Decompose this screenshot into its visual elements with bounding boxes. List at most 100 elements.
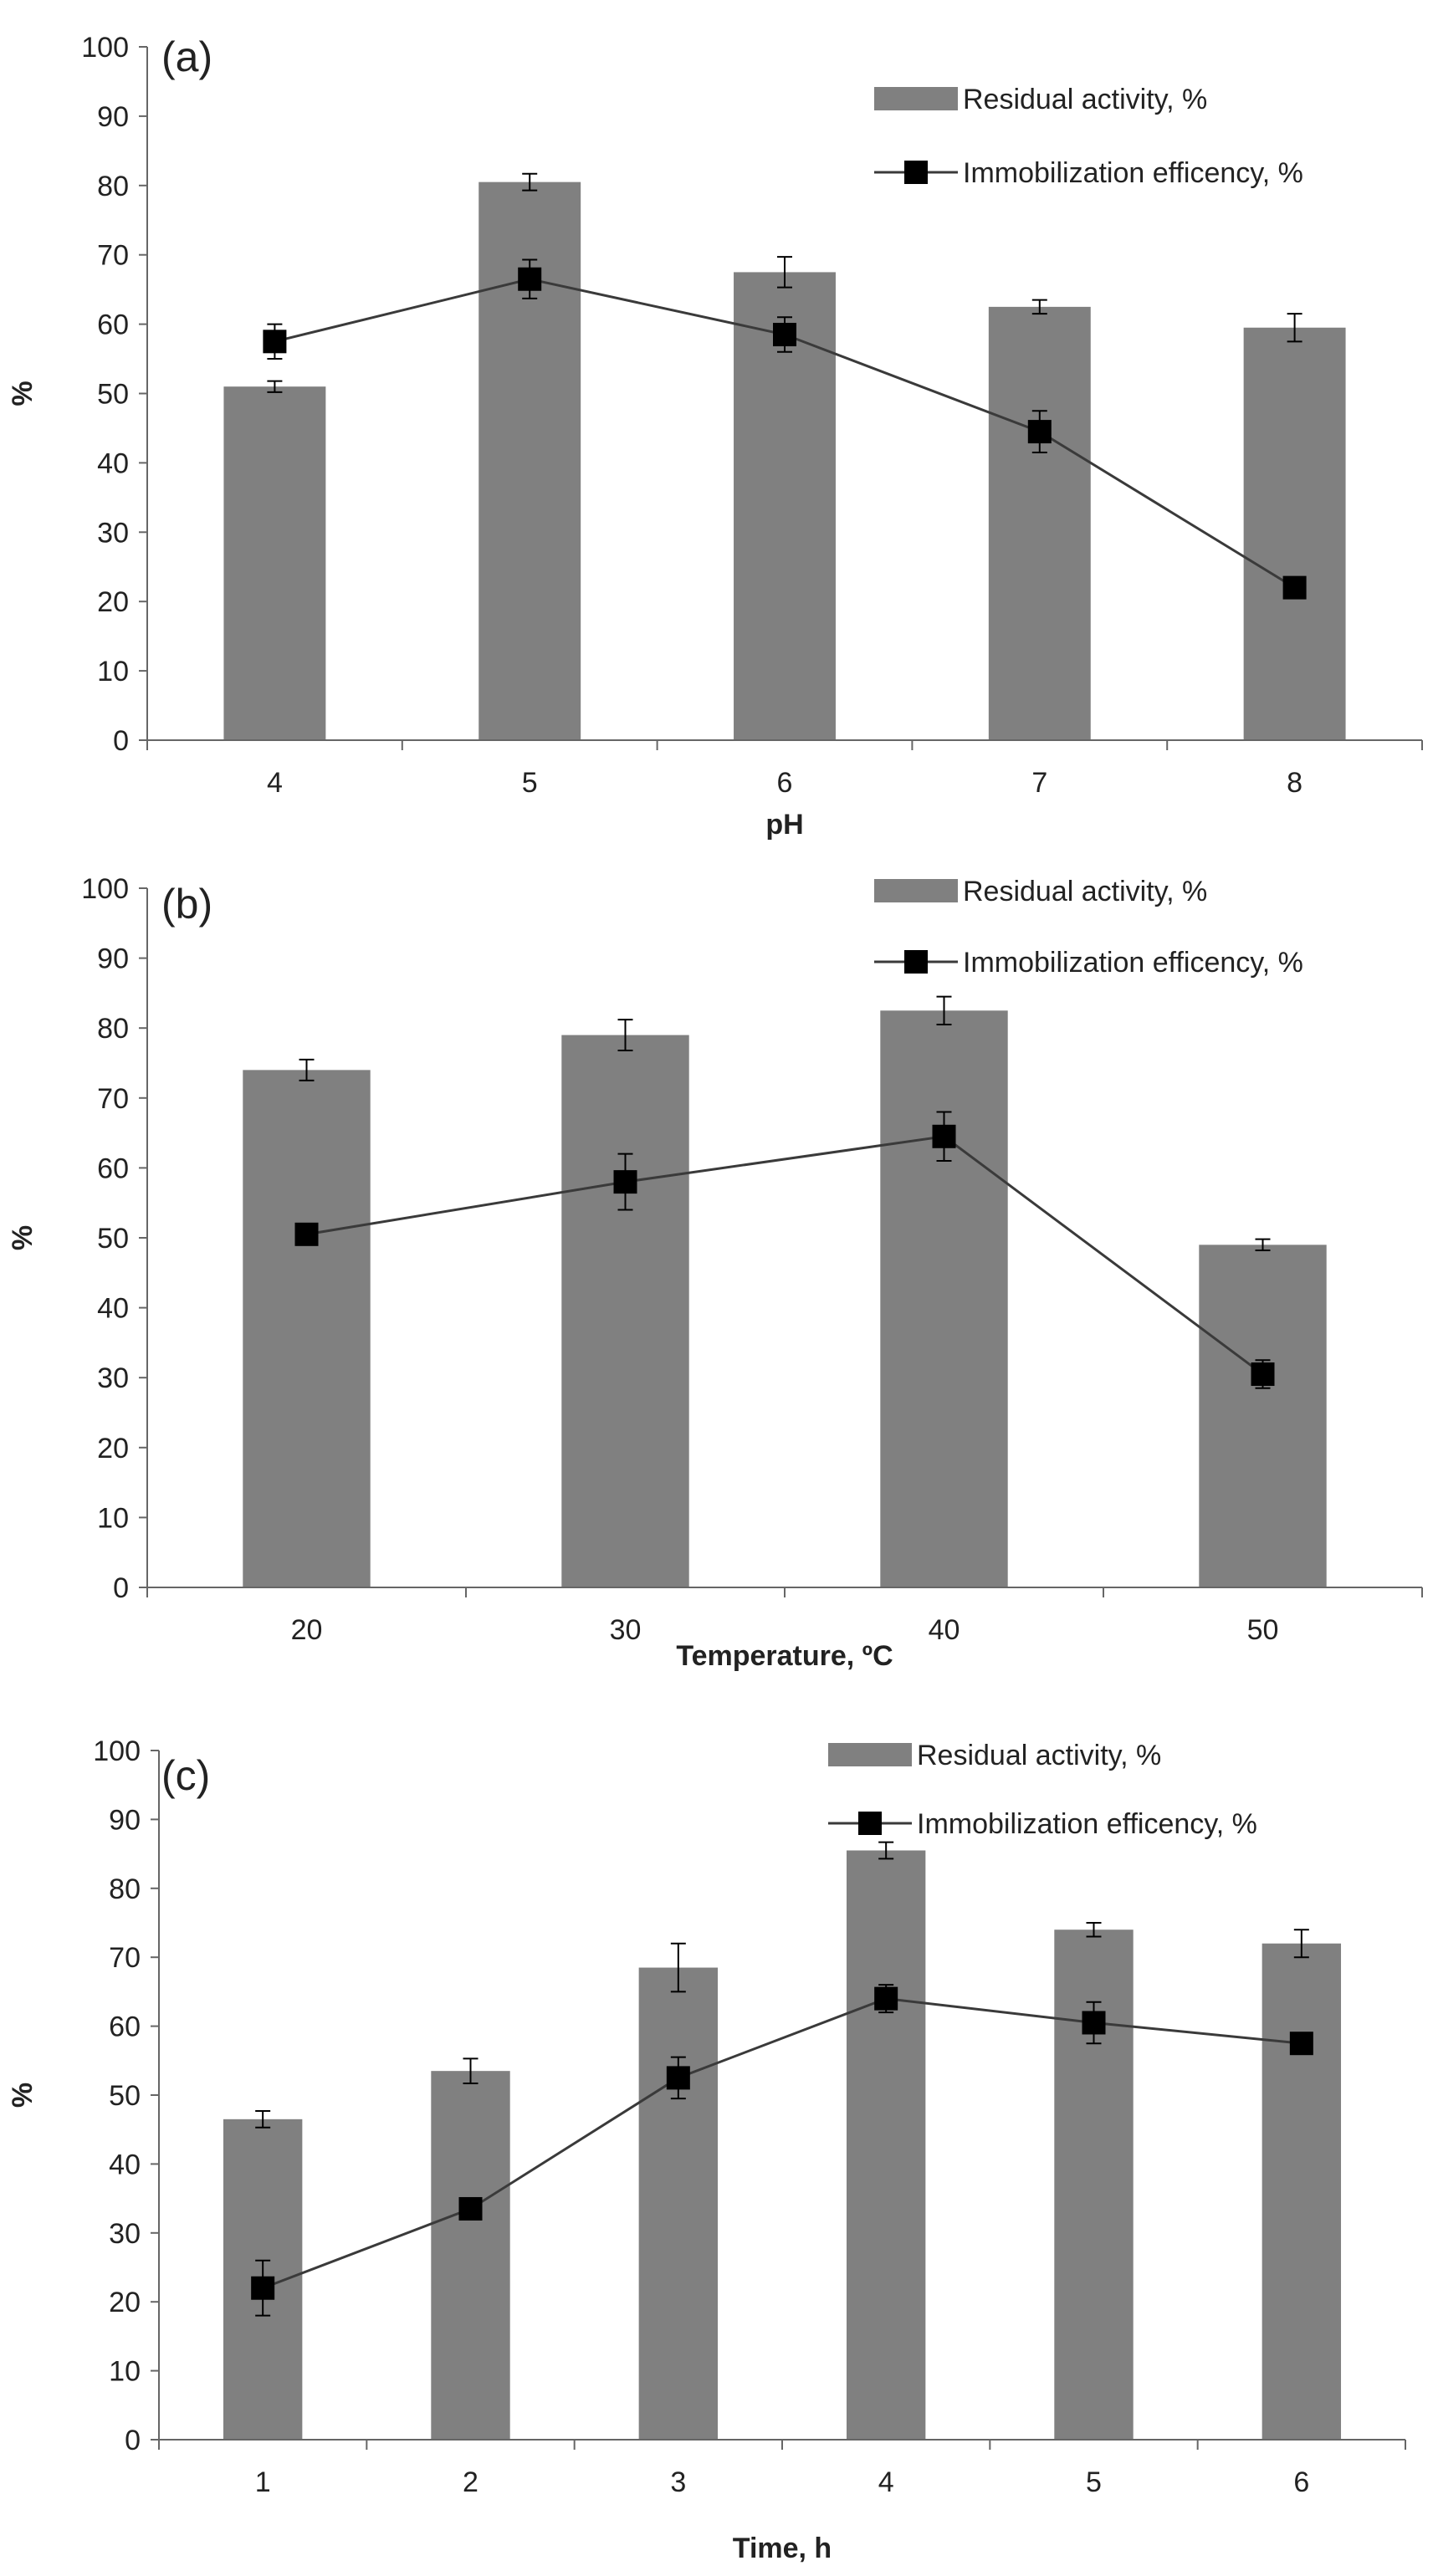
y-tick-label: 70 [97,1083,129,1115]
x-tick-label: 8 [1287,767,1302,799]
bar [1243,327,1346,740]
bar [1199,1245,1327,1587]
y-tick-label: 80 [97,171,129,202]
y-tick-label: 10 [109,2356,141,2388]
y-tick-label: 0 [125,2425,141,2456]
data-point-marker [1289,2032,1313,2056]
y-tick-label: 100 [93,1735,141,1767]
y-tick-label: 0 [113,725,129,757]
bar [243,1070,371,1587]
y-tick-label: 20 [97,586,129,618]
data-point-marker [666,2066,690,2090]
legend: Residual activity, % Immobilization effic… [874,84,1303,189]
y-tick-label: 60 [97,1153,129,1184]
legend-swatch-bar [874,879,958,902]
legend-swatch-bar [874,87,958,110]
legend-swatch-bar [828,1743,912,1766]
x-tick-label: 1 [255,2466,271,2498]
legend-label-residual-activity: Residual activity, % [963,84,1207,115]
legend-label-immobilization-efficiency: Immobilization efficency, % [963,157,1303,189]
data-point-marker [1082,2011,1106,2035]
y-tick-label: 0 [113,1572,129,1604]
bar [988,306,1091,740]
legend-swatch-marker [904,161,928,184]
x-tick-label: 20 [291,1614,323,1646]
y-tick-label: 80 [109,1873,141,1905]
bar [431,2071,510,2440]
y-tick-label: 70 [97,240,129,272]
panel-label: (b) [161,881,212,928]
data-point-marker [874,1986,898,2011]
chart-panel-1: 0 10 20 30 40 50 60 70 80 90 100% 4 5 6 7 8 pH (a) Residua… [7,32,1423,841]
y-tick-label: 40 [109,2149,141,2180]
chart-panel-3: 0 10 20 30 40 50 60 70 80 90 100% 1 2 3 4 5 6 Time, h (c) R… [7,1735,1406,2564]
x-tick-label: 6 [1293,2466,1309,2498]
x-axis-title: Time, h [733,2533,832,2564]
bar [880,1010,1008,1587]
y-tick-label: 40 [97,1293,129,1325]
chart-panel-2: 0 10 20 30 40 50 60 70 80 90 100% 20 30 40 50 Temperatu… [7,873,1423,1672]
y-tick-label: 90 [97,101,129,133]
y-tick-label: 90 [97,943,129,975]
x-tick-label: 5 [522,767,538,799]
bar [223,386,326,740]
y-tick-label: 90 [109,1804,141,1836]
legend: Residual activity, % Immobilization effic… [874,876,1303,979]
y-tick-label: 50 [97,1223,129,1255]
x-axis-title: Temperature, ºC [676,1640,893,1672]
data-point-marker [773,323,796,347]
series-line [262,1997,1302,2290]
y-axis-title: % [7,2083,38,2108]
x-tick-label: 50 [1247,1614,1279,1646]
legend-label-residual-activity: Residual activity, % [917,1740,1161,1771]
x-tick-label: 4 [267,767,283,799]
y-tick-label: 10 [97,656,129,687]
legend-swatch-marker [858,1812,882,1835]
y-tick-label: 70 [109,1942,141,1974]
x-tick-label: 2 [463,2466,479,2498]
y-tick-label: 30 [97,1362,129,1394]
data-point-marker [458,2196,483,2221]
x-tick-label: 6 [777,767,793,799]
legend-label-immobilization-efficiency: Immobilization efficency, % [917,1808,1257,1840]
y-tick-label: 30 [109,2218,141,2250]
panel-label: (a) [161,33,212,80]
bar [1262,1943,1342,2440]
y-tick-label: 60 [109,2011,141,2043]
x-tick-label: 30 [610,1614,642,1646]
y-tick-label: 80 [97,1013,129,1045]
y-axis-title: % [7,1225,38,1250]
data-point-marker [613,1170,637,1194]
legend-swatch-marker [904,950,928,974]
y-tick-label: 50 [97,379,129,411]
x-tick-label: 5 [1086,2466,1102,2498]
bar [638,1967,719,2440]
y-tick-label: 20 [97,1433,129,1464]
y-tick-label: 40 [97,447,129,479]
y-tick-label: 10 [97,1502,129,1534]
legend-label-immobilization-efficiency: Immobilization efficency, % [963,947,1303,979]
series-line [306,1135,1264,1376]
x-tick-label: 40 [929,1614,960,1646]
legend: Residual activity, % Immobilization effic… [828,1740,1257,1840]
bar [561,1035,689,1587]
y-tick-label: 60 [97,309,129,341]
data-point-marker [1027,420,1052,444]
bar [846,1850,926,2440]
x-tick-label: 4 [878,2466,894,2498]
data-point-marker [932,1124,956,1148]
y-tick-label: 50 [109,2080,141,2112]
legend-label-residual-activity: Residual activity, % [963,876,1207,907]
y-tick-label: 100 [81,873,129,905]
y-tick-label: 20 [109,2287,141,2318]
x-tick-label: 3 [670,2466,686,2498]
data-point-marker [294,1222,319,1246]
data-point-marker [1282,575,1307,600]
x-tick-label: 7 [1031,767,1047,799]
data-point-marker [263,330,287,354]
panel-label: (c) [161,1752,210,1799]
y-axis-title: % [7,381,38,406]
x-axis-title: pH [765,809,803,841]
y-tick-label: 100 [81,32,129,64]
